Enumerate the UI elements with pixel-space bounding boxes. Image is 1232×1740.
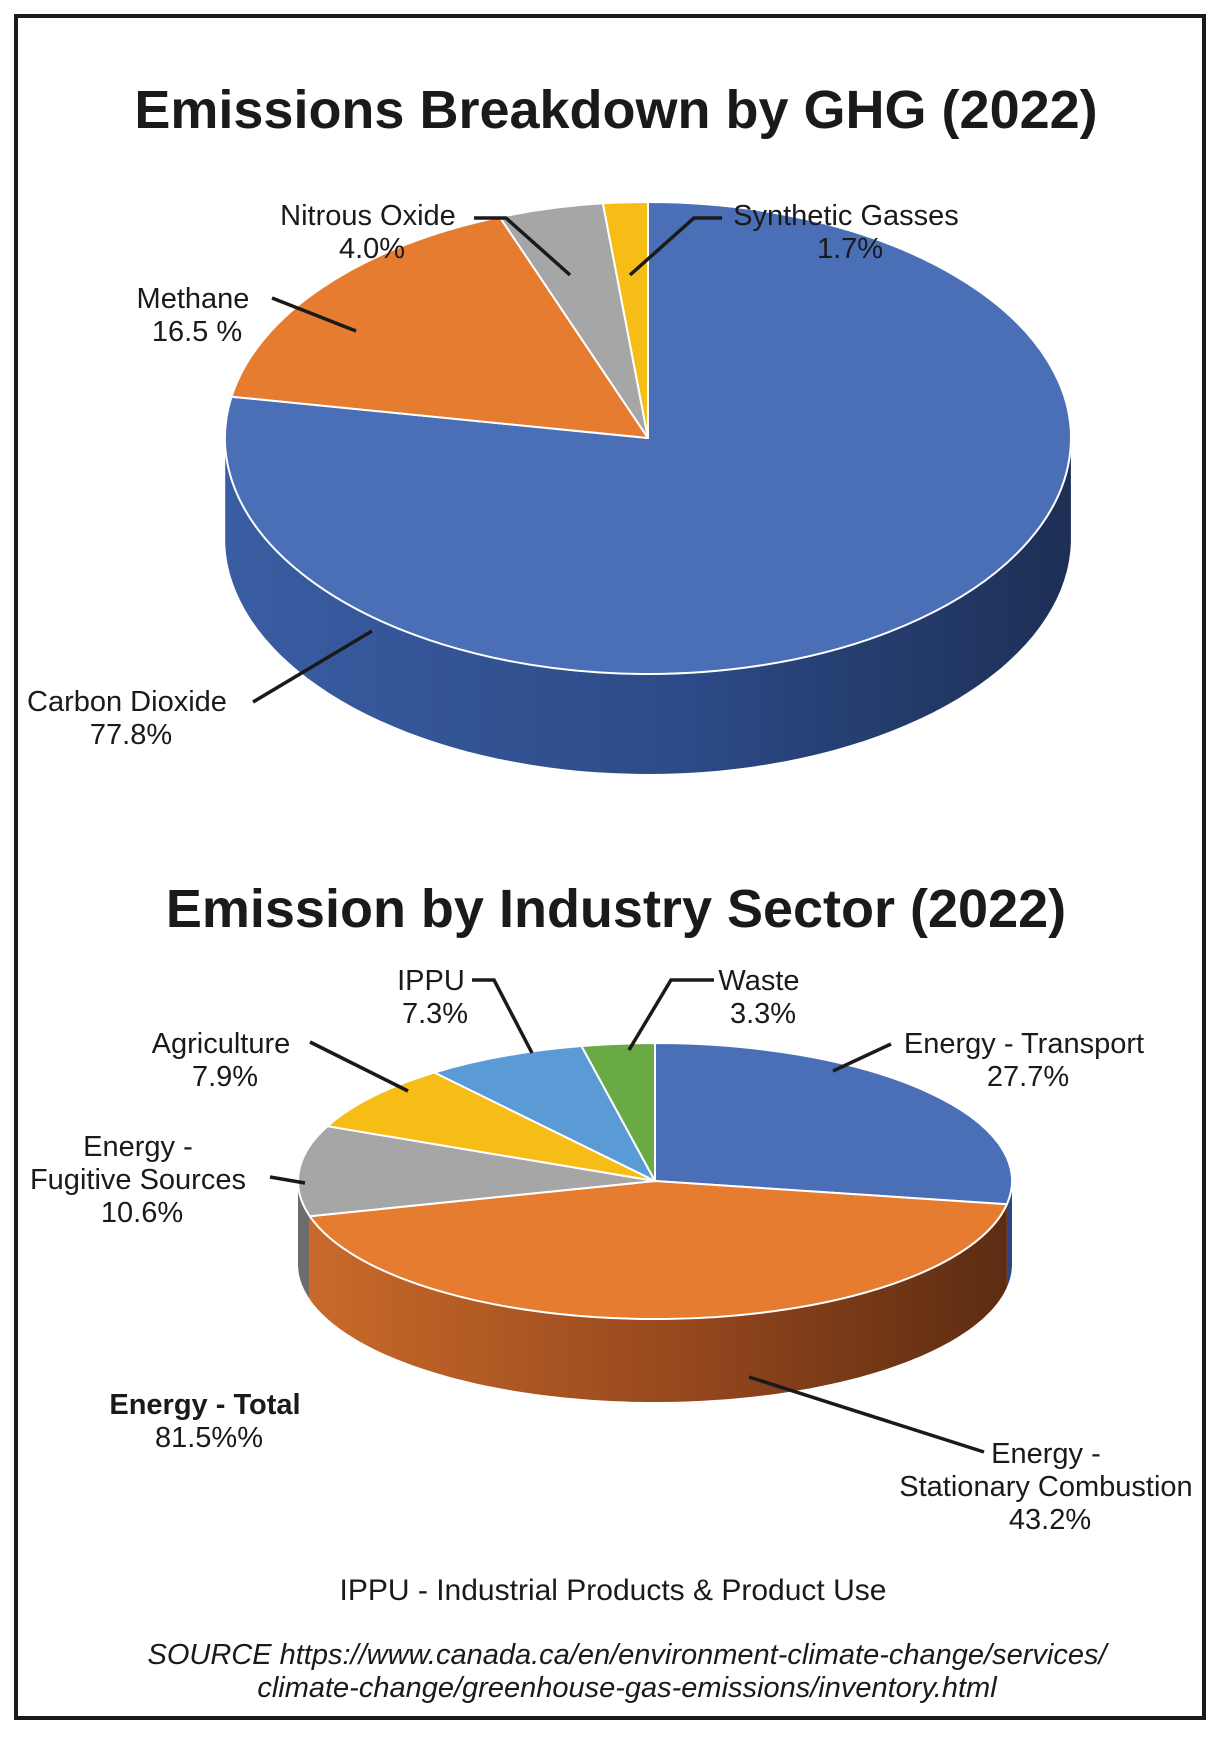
data-label-synthetic-gasses: Synthetic Gasses 1.7% [733,200,967,265]
pie-slice-methane [230,216,649,439]
data-label-nitrous-oxide: Nitrous Oxide 4.0% [280,200,464,265]
energy-total-annotation: Energy - Total 81.5%% [109,1389,308,1454]
leader-line-waste [627,978,714,1051]
leader-line-stationary [748,1375,985,1454]
data-label-stationary: Energy - Stationary Combustion 43.2% [899,1438,1200,1536]
chart-title-ghg: Emissions Breakdown by GHG (2022) [134,80,1097,140]
data-label-fugitive: Energy - Fugitive Sources 10.6% [30,1131,254,1229]
data-label-waste: Waste 3.3% [718,965,807,1030]
footnote: IPPU - Industrial Products & Product Use [340,1574,887,1607]
data-label-carbon-dioxide: Carbon Dioxide 77.8% [27,686,235,751]
data-label-energy-transport: Energy - Transport 27.7% [904,1028,1152,1093]
data-label-ippu: IPPU 7.3% [397,965,473,1030]
leader-line-fugitive [269,1175,306,1185]
pie-ghg [224,200,1072,774]
pie-slice-energy-stationary-combustion [308,1180,1008,1321]
pie-sector [297,1042,1014,1402]
pie-slice-energy-transport [654,1042,1014,1206]
data-label-fugitive-line2: Fugitive Sources [30,1164,246,1196]
pie-side-energy-stationary-combustion [309,1204,1007,1402]
leader-line-energy-transport [832,1042,892,1073]
pie-slice-carbon-dioxide [224,201,1072,675]
data-label-fugitive-line1: Energy - [83,1131,193,1163]
pie-side-energy-transport [1006,1182,1012,1288]
chart-frame [14,14,1206,1720]
leader-line-nitrous-oxide [474,216,572,277]
pie-sector-labels: Energy - Transport 27.7% IPPU 7.3% Waste… [30,965,1200,1536]
data-label-stationary-line2: Stationary Combustion [899,1471,1192,1503]
source-line-2: climate-change/greenhouse-gas-emissions/… [257,1672,998,1704]
leader-line-carbon-dioxide [252,629,373,704]
data-label-methane: Methane 16.5 % [137,283,258,348]
pie-slice-waste [580,1042,656,1182]
pie-slice-synthetic-gasses [601,200,649,439]
chart-title-sector: Emission by Industry Sector (2022) [166,879,1066,939]
pie-ghg-labels: Carbon Dioxide 77.8% Methane 16.5 % Nitr… [27,200,967,751]
data-label-agriculture: Agriculture 7.9% [152,1028,299,1093]
pie-slice-agriculture [326,1071,656,1182]
pie-side-carbon-dioxide [225,442,1071,774]
leader-lines [252,216,985,1454]
pie-slice-energy-fugitive-sources [297,1125,656,1218]
data-label-stationary-line1: Energy - [991,1438,1101,1470]
leader-line-ippu [472,978,534,1054]
leader-line-methane [271,296,357,333]
pie-side-energy-fugitive-sources [298,1181,310,1300]
source-line-1: SOURCE https://www.canada.ca/en/environm… [147,1639,1109,1671]
leader-line-agriculture [309,1040,409,1093]
leader-line-synthetic-gasses [628,216,722,277]
